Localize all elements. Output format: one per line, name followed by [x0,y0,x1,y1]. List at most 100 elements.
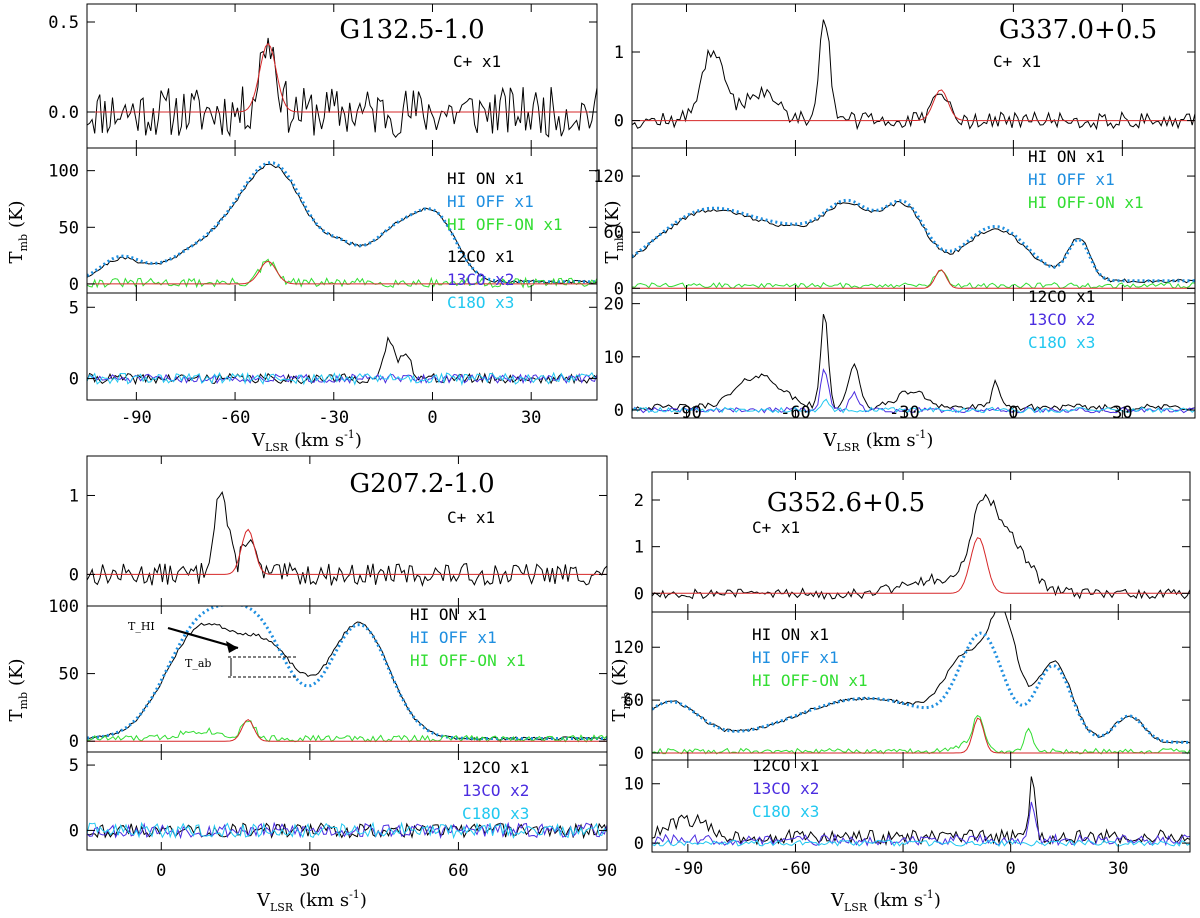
annotation-thi: T_HI [128,620,155,633]
y-tick-label: 0 [634,744,644,764]
series-hi-fit [632,269,1195,289]
series-hi-off [632,198,1195,283]
legend-entry: HI OFF x1 [752,648,839,667]
chart-title: G132.5-1.0 [339,15,484,45]
series-group [87,490,607,588]
y-tick-label: 60 [624,691,644,711]
legend-entry: 12CO x1 [462,758,529,777]
legend-entry: C+ x1 [752,518,800,537]
legend-entry: C+ x1 [447,508,495,527]
plot-frame [651,759,1191,853]
series-hi-on [632,200,1195,284]
series-hi-fit [87,718,607,742]
y-tick-label: 120 [593,167,624,187]
y-tick-label: 0 [69,821,79,841]
y-tick-label: 10 [624,775,644,795]
subpanel-co: 0 10 12CO x1 13CO x2 C18O x3 [624,756,1191,854]
series-c- [652,493,1190,601]
series-hi-off-on [632,269,1195,290]
subpanel-cplus: 0 1 2 C+ x1 [634,471,1191,613]
legend-entry: HI OFF x1 [410,628,497,647]
y-axis-label: Tmb(K) [6,659,30,722]
x-tick-label: 0 [1008,403,1018,423]
series-hi-on [652,612,1190,744]
series-group [87,161,597,289]
chart-title: G337.0+0.5 [999,15,1157,45]
legend-entry: C+ x1 [453,52,501,71]
series-group [652,493,1190,601]
y-tick-label: 0 [614,112,624,132]
subpanel-cplus: 0 1 C+ x1 [69,455,608,607]
series-hi-off-on [87,258,597,289]
legend-entry: 13CO x2 [1028,310,1095,329]
series-13co [652,801,1190,847]
series-group [652,612,1190,755]
legend-entry: HI OFF x1 [447,192,534,211]
series-c-fit [632,89,1195,122]
y-tick-label: 0.5 [48,13,79,33]
legend-entry: HI ON x1 [447,169,524,188]
y-axis-label: Tmb(K) [6,201,30,264]
annotation-arrow [167,626,239,650]
series-group [87,37,597,139]
series-hi-off [87,161,597,284]
y-tick-label: 10 [604,348,624,368]
legend-entry: C18O x3 [462,804,529,823]
legend-entry: HI OFF-ON x1 [447,215,563,234]
series-group [652,776,1190,847]
y-tick-label: 0 [69,732,79,752]
series-hi-off [87,606,607,740]
legend-entry: HI OFF-ON x1 [1028,193,1144,212]
x-tick-label: 60 [448,861,468,881]
plot-frame [631,292,1196,419]
series-c18o [632,398,1195,414]
y-tick-label: 0 [614,279,624,299]
x-tick-label: 30 [1112,403,1132,423]
y-tick-label: 60 [604,223,624,243]
series-group [87,821,607,840]
legend-entry: HI OFF x1 [1028,170,1115,189]
x-tick-label: -60 [780,859,811,879]
legend-entry: 12CO x1 [1028,287,1095,306]
series-group [87,336,597,387]
x-tick-label: 0 [1006,859,1016,879]
legend-entry: HI OFF-ON x1 [752,671,868,690]
chart-title: G352.6+0.5 [767,488,925,518]
plot-frame [86,292,598,401]
series-hi-on [87,621,607,741]
x-tick-label: -60 [220,408,251,428]
y-tick-label: 0 [69,565,79,585]
series-c18o [87,821,607,840]
legend-entry: 13CO x2 [462,781,529,800]
y-axis-label: Tmb(K) [609,659,633,722]
subpanel-hi: 0 60 120 HI ON x1 HI OFF x1 HI OFF-ON x1 [593,147,1196,299]
series-c-fit [87,528,607,575]
chart-4: 0 1 2 C+ x1 0 60 120 HI ON x1 HI OFF x1 HI OFF-ON… [609,471,1191,914]
x-tick-label: -30 [888,859,919,879]
series-hi-off-on [87,720,607,743]
plot-frame [86,751,608,851]
series-c-fit [87,42,597,113]
y-tick-label: 0 [69,275,79,295]
x-tick-label: -90 [673,859,704,879]
series-12co [652,776,1190,847]
y-tick-label: 0 [634,834,644,854]
x-tick-label: 30 [521,408,541,428]
x-tick-label: -60 [780,403,811,423]
y-tick-label: 50 [59,665,79,685]
y-tick-label: 0 [634,584,644,604]
legend-entry: C18O x3 [1028,333,1095,352]
series-c- [87,490,607,588]
x-tick-label: -30 [889,403,920,423]
subpanel-hi: 0 60 120 HI ON x1 HI OFF x1 HI OFF-ON x1 [613,611,1191,764]
annotation-arrowhead [226,641,238,653]
series-group [632,313,1195,414]
x-axis-label: VLSR (km s-1) [830,888,941,914]
y-tick-label: 0.0 [48,103,79,123]
series-group [632,198,1195,290]
y-tick-label: 120 [613,638,644,658]
y-tick-label: 100 [48,162,79,182]
legend-entry: 13CO x2 [752,779,819,798]
